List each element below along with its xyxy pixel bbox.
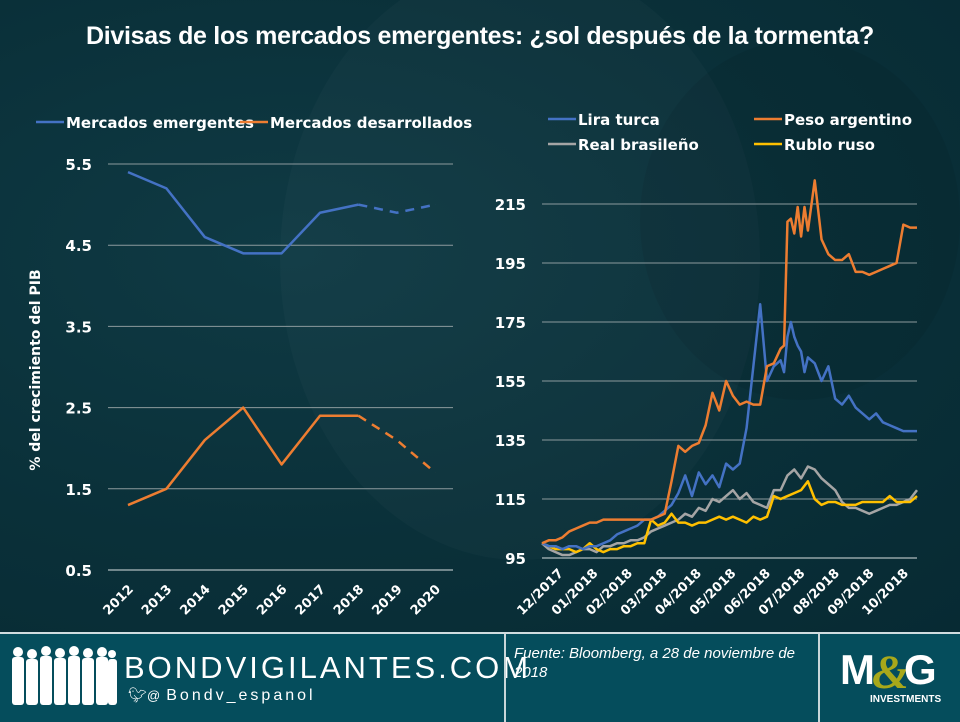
- legend-label: Mercados desarrollados: [270, 114, 472, 132]
- series-forecast-line-emerging: [358, 205, 435, 213]
- x-tick-label: 2019: [369, 582, 405, 618]
- legend-label: Real brasileño: [578, 136, 699, 154]
- y-tick-label: 135: [495, 432, 526, 450]
- x-tick-label: 2015: [216, 582, 252, 618]
- y-tick-label: 95: [505, 550, 526, 568]
- footer-divider: [818, 634, 820, 722]
- twitter-handle-text: Bondv_espanol: [166, 687, 315, 704]
- y-tick-label: 4.5: [65, 237, 92, 255]
- y-tick-label: 155: [495, 373, 526, 391]
- y-tick-label: 1.5: [65, 481, 92, 499]
- x-tick-label: 2016: [254, 582, 290, 618]
- svg-text:G: G: [904, 646, 937, 693]
- mg-logo[interactable]: M & G INVESTMENTS: [836, 642, 946, 712]
- y-tick-label: 3.5: [65, 318, 92, 336]
- twitter-handle[interactable]: 🐦︎@ Bondv_espanol: [128, 686, 316, 705]
- svg-text:M: M: [840, 646, 873, 693]
- footer: BONDVIGILANTES.COM 🐦︎@ Bondv_espanol Fuen…: [0, 632, 960, 722]
- series-line-lira: [542, 304, 917, 549]
- y-tick-label: 115: [495, 491, 526, 509]
- y-tick-label: 0.5: [65, 562, 92, 580]
- brand-name[interactable]: BONDVIGILANTES.COM: [124, 650, 531, 686]
- series-forecast-line-developed: [358, 416, 435, 473]
- series-line-real: [542, 467, 917, 556]
- legend-label: Mercados emergentes: [66, 114, 254, 132]
- svg-text:INVESTMENTS: INVESTMENTS: [870, 694, 941, 705]
- y-axis-label: % del crecimiento del PIB: [28, 269, 44, 470]
- x-tick-label: 2012: [101, 582, 137, 618]
- currency-chart: 9511513515517519521512/201701/201802/201…: [495, 111, 917, 619]
- series-line-developed: [128, 408, 358, 505]
- x-tick-label: 2014: [177, 582, 213, 618]
- people-silhouette-icon: [10, 644, 118, 708]
- legend-label: Peso argentino: [784, 111, 912, 129]
- at-sign: @: [147, 688, 160, 703]
- mg-logo-icon: M & G INVESTMENTS: [836, 642, 946, 712]
- series-line-emerging: [128, 172, 358, 253]
- x-tick-label: 2020: [408, 582, 444, 618]
- series-line-peso: [542, 180, 917, 543]
- twitter-icon: 🐦︎: [128, 687, 147, 704]
- x-tick-label: 2018: [331, 582, 367, 618]
- x-tick-label: 2013: [139, 582, 175, 618]
- y-tick-label: 215: [495, 196, 526, 214]
- source-note: Fuente: Bloomberg, a 28 de noviembre de …: [514, 644, 804, 682]
- y-tick-label: 5.5: [65, 156, 92, 174]
- legend-label: Lira turca: [578, 111, 660, 129]
- y-tick-label: 195: [495, 255, 526, 273]
- footer-divider: [504, 634, 506, 722]
- x-tick-label: 2017: [293, 582, 329, 618]
- y-tick-label: 2.5: [65, 400, 92, 418]
- legend-label: Rublo ruso: [784, 136, 875, 154]
- y-tick-label: 175: [495, 314, 526, 332]
